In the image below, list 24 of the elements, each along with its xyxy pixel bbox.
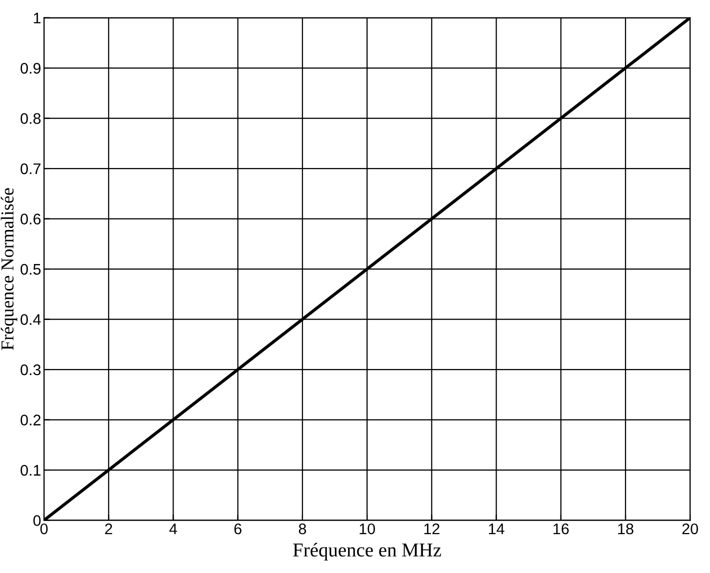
x-tick-label: 4 xyxy=(169,524,178,534)
x-tick-label: 12 xyxy=(424,523,440,534)
x-tick-label: 16 xyxy=(554,523,569,534)
y-tick-label: 0 xyxy=(33,515,41,526)
y-axis-title: Fréquence Normalisée xyxy=(0,188,18,350)
x-tick-label: 8 xyxy=(298,523,306,534)
y-tick-label: 1 xyxy=(34,12,40,24)
x-tick-label: 6 xyxy=(234,523,242,534)
y-tick-label: 0.7 xyxy=(20,163,40,174)
y-tick-label: 0.3 xyxy=(20,364,41,376)
x-tick-label: 20 xyxy=(682,523,698,534)
x-axis-title: Fréquence en MHz xyxy=(293,542,442,561)
x-tick-label: 14 xyxy=(488,524,504,534)
y-tick-label: 0.2 xyxy=(20,414,40,426)
y-tick-label: 0.9 xyxy=(20,62,41,74)
y-tick-label: 0.4 xyxy=(20,314,41,325)
x-tick-label: 2 xyxy=(105,523,112,534)
y-tick-label: 0.5 xyxy=(20,264,41,275)
x-tick-label: 18 xyxy=(618,523,634,534)
y-tick-label: 0.8 xyxy=(20,113,41,124)
y-tick-label: 0.6 xyxy=(20,214,41,224)
x-tick-label: 0 xyxy=(40,523,48,534)
x-tick-label: 10 xyxy=(360,523,375,534)
y-tick-label: 0.1 xyxy=(20,464,40,476)
